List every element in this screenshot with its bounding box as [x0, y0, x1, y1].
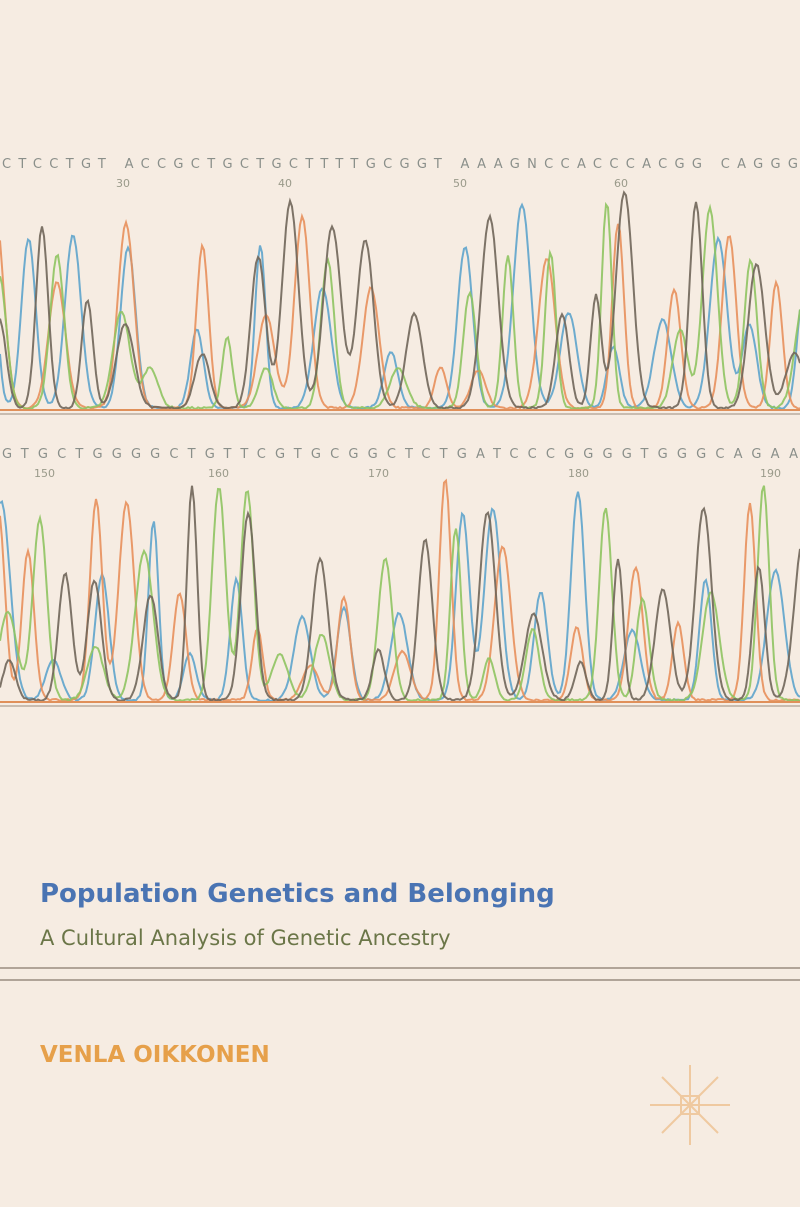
position-label: 190 [760, 467, 781, 480]
chromatogram [0, 190, 800, 703]
position-label: 160 [208, 467, 229, 480]
position-label: 30 [116, 177, 130, 190]
trace [0, 485, 800, 703]
trace [0, 478, 800, 703]
trace [0, 212, 800, 411]
position-label: 50 [453, 177, 467, 190]
position-label: 60 [614, 177, 628, 190]
subtitle: A Cultural Analysis of Genetic Ancestry [40, 926, 451, 950]
title: Population Genetics and Belonging [40, 879, 555, 909]
position-label: 180 [568, 467, 589, 480]
trace [0, 190, 800, 411]
position-label: 150 [34, 467, 55, 480]
author: VENLA OIKKONEN [40, 1042, 270, 1068]
trace [0, 485, 800, 703]
publisher-logo [650, 1065, 730, 1145]
trace [0, 201, 800, 411]
position-label: 170 [368, 467, 389, 480]
position-label: 40 [278, 177, 292, 190]
